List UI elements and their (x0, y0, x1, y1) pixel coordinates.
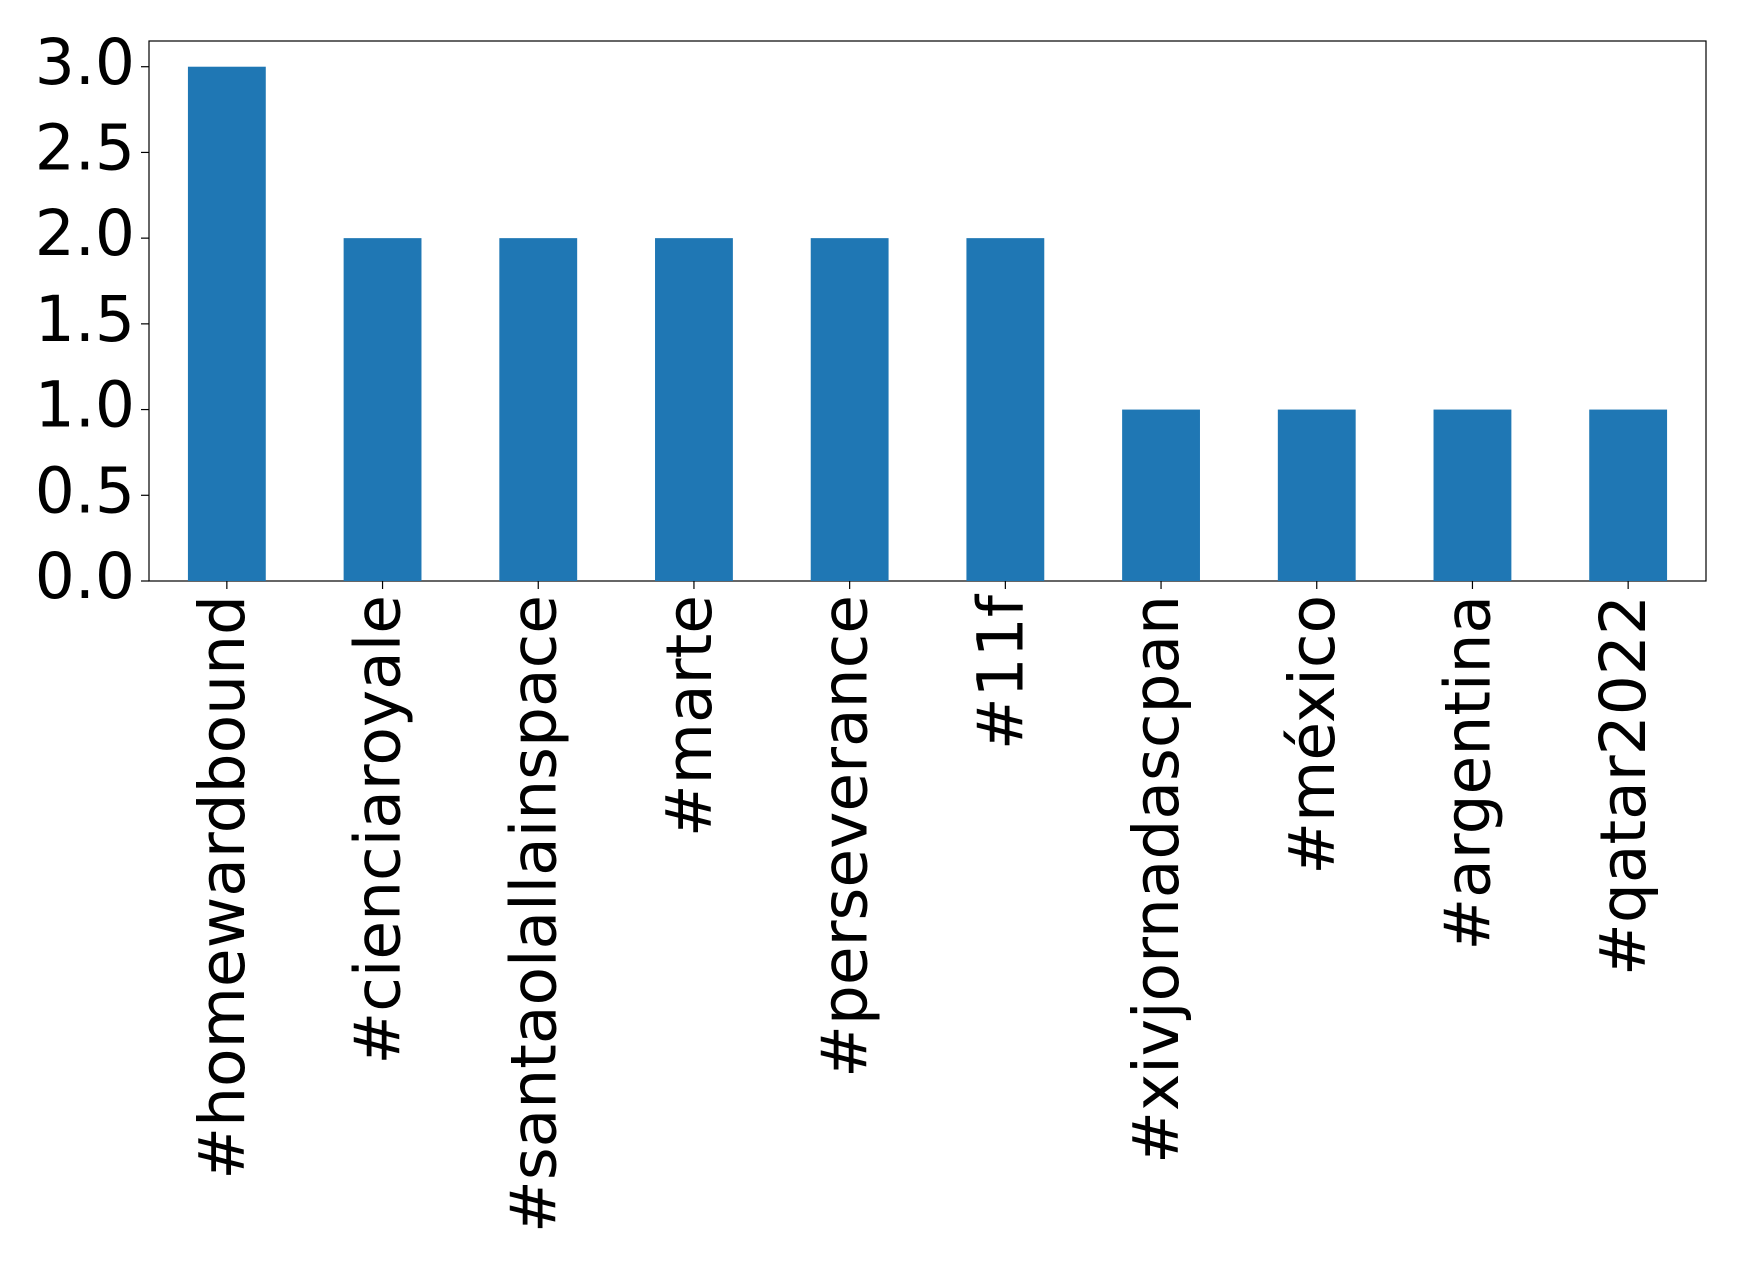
bar (1589, 409, 1668, 581)
x-tick-label: #qatar2022 (1587, 595, 1660, 976)
y-tick-label: 0.5 (35, 454, 135, 527)
y-tick-label: 0.0 (35, 540, 135, 613)
x-tick-label: #méxico (1276, 595, 1349, 875)
plot-frame (148, 40, 1707, 582)
y-tick-label: 3.0 (35, 26, 135, 99)
bar (655, 238, 733, 581)
bar (343, 238, 422, 581)
bar (187, 66, 266, 581)
x-tick-label: #11f (964, 593, 1037, 750)
bar (1433, 409, 1512, 581)
bar (810, 238, 889, 581)
x-tick-label: #cienciaroyale (342, 595, 415, 1065)
x-tick-label: #homewardbound (186, 595, 259, 1180)
y-tick-label: 1.5 (35, 283, 135, 356)
bar (1277, 409, 1356, 581)
y-tick-label: 2.0 (35, 197, 135, 270)
bar (499, 238, 578, 581)
x-tick-label: #xivjornadascpan (1120, 595, 1193, 1164)
bar (966, 238, 1045, 581)
x-tick-label: #santaolallainspace (497, 595, 570, 1233)
x-tick-label: #marte (653, 595, 726, 837)
y-tick-label: 1.0 (35, 369, 135, 442)
x-tick-label: #argentina (1432, 595, 1505, 951)
bar (1122, 409, 1200, 581)
x-tick-label: #perseverance (809, 595, 882, 1078)
y-tick-label: 2.5 (35, 112, 135, 185)
